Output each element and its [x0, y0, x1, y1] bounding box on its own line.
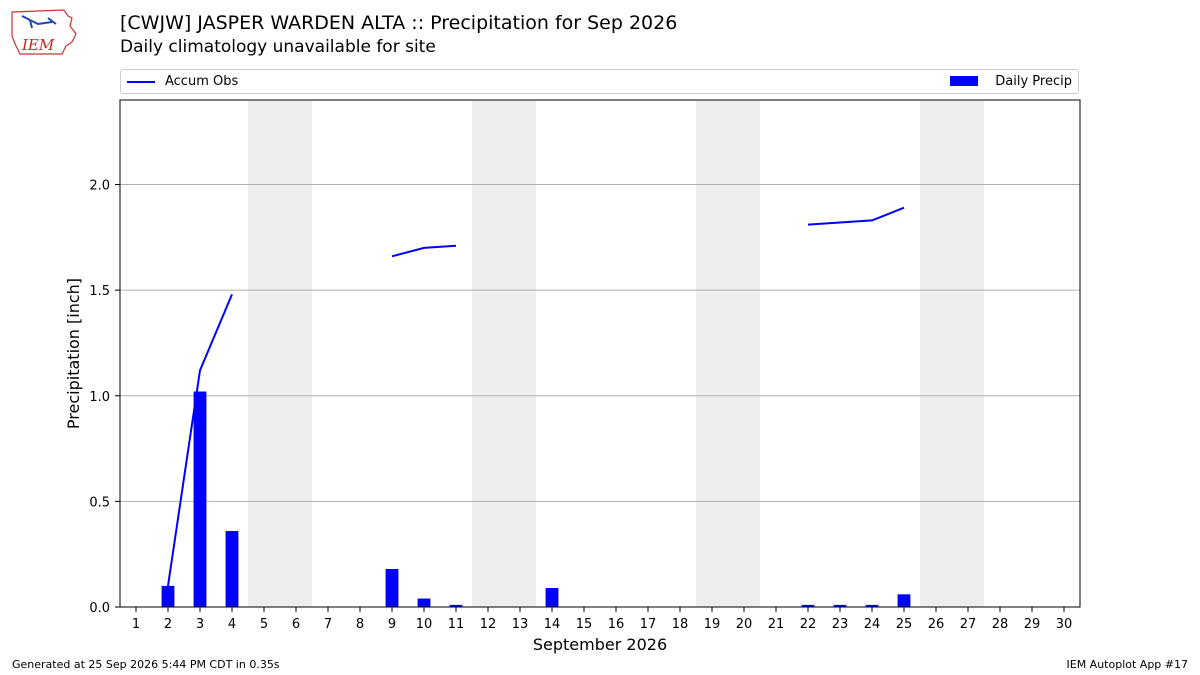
x-tick-label-6: 6 — [292, 617, 300, 632]
legend-accum-obs-label: Accum Obs — [165, 74, 239, 89]
bar-day-22 — [801, 604, 815, 607]
weekend-bands — [248, 100, 984, 607]
weekend-band-3 — [696, 100, 760, 607]
x-tick-label-27: 27 — [960, 617, 977, 632]
x-tick-label-30: 30 — [1056, 617, 1073, 632]
generated-timestamp: Generated at 25 Sep 2026 5:44 PM CDT in … — [12, 658, 280, 671]
x-tick-label-24: 24 — [864, 617, 881, 632]
gridlines — [120, 184, 1080, 502]
app-identifier: IEM Autoplot App #17 — [1066, 658, 1189, 671]
weekend-band-4 — [920, 100, 984, 607]
bar-day-2 — [161, 585, 175, 607]
y-tick-label-0: 0.0 — [89, 601, 110, 616]
x-tick-label-15: 15 — [576, 617, 593, 632]
chart-title: [CWJW] JASPER WARDEN ALTA :: Precipitati… — [120, 12, 678, 34]
x-tick-label-9: 9 — [388, 617, 396, 632]
x-tick-label-13: 13 — [512, 617, 529, 632]
x-tick-label-8: 8 — [356, 617, 364, 632]
x-tick-label-2: 2 — [164, 617, 172, 632]
bar-day-11 — [449, 604, 463, 607]
x-tick-label-11: 11 — [448, 617, 465, 632]
iem-logo-icon: IEM — [11, 9, 77, 55]
accum-obs-lines — [167, 206, 905, 587]
accum-line-segment-1 — [167, 293, 233, 587]
x-tick-label-4: 4 — [228, 617, 236, 632]
x-tick-label-20: 20 — [736, 617, 753, 632]
x-tick-label-3: 3 — [196, 617, 204, 632]
legend-daily-precip-label: Daily Precip — [995, 74, 1072, 89]
bar-day-25 — [897, 594, 911, 607]
x-tick-label-17: 17 — [640, 617, 657, 632]
accum-line-segment-3 — [807, 206, 905, 226]
x-tick-label-29: 29 — [1024, 617, 1041, 632]
y-tick-label-4: 2.0 — [89, 179, 110, 194]
bar-day-24 — [865, 604, 879, 607]
x-tick-label-18: 18 — [672, 617, 689, 632]
x-tick-label-19: 19 — [704, 617, 721, 632]
x-tick-label-1: 1 — [132, 617, 140, 632]
y-tick-label-3: 1.5 — [89, 284, 110, 299]
bar-day-14 — [545, 587, 559, 607]
x-tick-label-23: 23 — [832, 617, 849, 632]
legend-line-swatch — [127, 81, 155, 83]
x-tick-label-26: 26 — [928, 617, 945, 632]
x-tick-label-25: 25 — [896, 617, 913, 632]
y-axis-label: Precipitation [inch] — [64, 278, 83, 429]
weekend-band-1 — [248, 100, 312, 607]
y-tick-label-2: 1.0 — [89, 390, 110, 405]
x-axis-ticks: 1 2 3 4 5 6 7 8 9 10 11 12 13 14 15 16 17 18 19 20 21 22 23 24 2… — [132, 607, 1072, 632]
y-tick-label-1: 0.5 — [89, 495, 110, 510]
bar-day-4 — [225, 530, 239, 607]
bar-day-23 — [833, 604, 847, 607]
x-tick-label-10: 10 — [416, 617, 433, 632]
y-axis-ticks: 0.0 0.5 1.0 1.5 2.0 — [89, 179, 120, 616]
x-tick-label-14: 14 — [544, 617, 561, 632]
x-tick-label-5: 5 — [260, 617, 268, 632]
bar-day-3 — [193, 391, 207, 607]
weekend-band-2 — [472, 100, 536, 607]
x-tick-label-28: 28 — [992, 617, 1009, 632]
x-tick-label-7: 7 — [324, 617, 332, 632]
x-tick-label-21: 21 — [768, 617, 785, 632]
x-tick-label-16: 16 — [608, 617, 625, 632]
bar-day-9 — [385, 568, 399, 607]
chart-legend: Accum Obs Daily Precip — [120, 69, 1079, 94]
chart-subtitle: Daily climatology unavailable for site — [120, 37, 436, 57]
x-tick-label-12: 12 — [480, 617, 497, 632]
x-axis-label: September 2026 — [533, 635, 667, 654]
daily-precip-bars — [161, 391, 911, 607]
bar-day-10 — [417, 598, 431, 607]
svg-text:IEM: IEM — [21, 36, 55, 54]
plot-frame — [119, 99, 1081, 608]
legend-bar-swatch — [950, 76, 978, 86]
accum-line-segment-2 — [391, 244, 457, 258]
x-tick-label-22: 22 — [800, 617, 817, 632]
